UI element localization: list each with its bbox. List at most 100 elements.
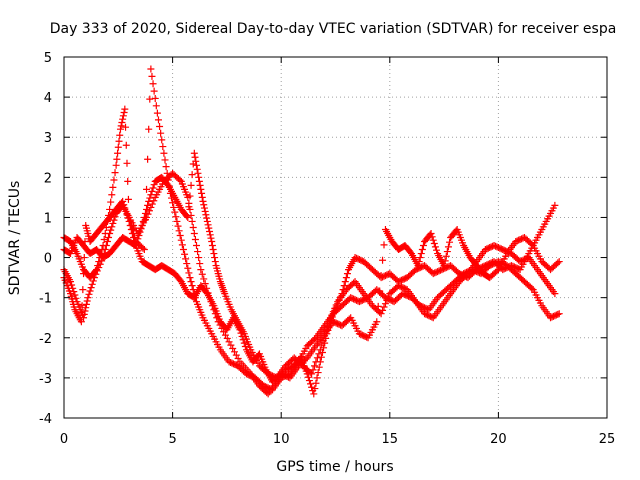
data-point [374,302,382,310]
data-point [427,229,435,237]
data-point [340,282,348,290]
data-point [88,280,96,288]
data-point [441,257,449,265]
data-point [211,254,219,262]
data-point [305,377,313,385]
data-point [81,307,89,315]
data-point [186,192,194,200]
data-point [238,332,246,340]
data-point [140,246,148,254]
data-point [160,149,168,157]
data-point [203,214,211,222]
data-point [551,201,559,209]
data-point [493,267,501,275]
data-point [555,310,563,318]
data-point [315,350,323,358]
data-point [190,149,198,157]
data-point [379,256,387,264]
data-point [208,238,216,246]
data-point [158,136,166,144]
data-point [72,294,80,302]
x-tick-label: 5 [168,432,176,447]
data-point [446,238,454,246]
data-point [83,297,91,305]
data-point [114,149,122,157]
data-point [113,155,121,163]
data-point [204,221,212,229]
data-point [440,262,448,270]
data-point [149,184,157,192]
data-point [111,169,119,177]
data-point [308,370,316,378]
x-tick-label: 0 [60,432,68,447]
data-point [130,234,138,241]
data-point [376,287,384,295]
y-tick-label: 5 [44,51,52,66]
data-point [139,244,147,252]
data-point [141,209,149,217]
data-point [138,221,146,229]
data-point [418,246,426,254]
data-point [105,234,113,241]
data-point [126,221,134,229]
data-point [128,229,136,237]
data-point [145,125,153,133]
data-point [182,255,190,263]
axis-ticks [63,56,608,419]
data-point [314,369,322,377]
y-tick-label: 4 [44,91,52,106]
data-point [121,105,129,113]
data-point [135,231,143,239]
data-point [80,270,88,278]
data-point [328,311,336,319]
data-point [127,225,135,233]
data-point [148,200,156,208]
data-point [192,242,200,250]
data-point [79,286,87,294]
series-track-d [60,197,563,386]
data-point [123,211,131,219]
data-point [315,363,323,371]
data-point [89,277,97,285]
data-point [184,213,192,221]
x-axis-title: GPS time / hours [276,459,393,475]
data-point [109,219,117,227]
data-point [125,217,133,225]
data-point [194,169,202,177]
data-point [169,199,177,207]
data-point [187,278,195,286]
data-point [188,217,196,225]
data-point [384,293,392,301]
data-point [150,181,158,189]
data-point [153,109,161,117]
data-point [207,234,215,242]
data-point [174,222,182,230]
data-point [140,213,148,221]
data-point [428,233,436,241]
data-point [430,240,438,248]
data-point [110,176,118,184]
data-point [332,301,340,309]
data-point [190,229,198,237]
data-point [197,266,205,274]
data-point [198,270,206,278]
data-point [208,242,216,250]
data-point [154,116,162,124]
data-point [183,212,191,220]
y-tick-label: -1 [39,292,52,307]
data-point [341,278,349,286]
data-point [87,284,95,292]
data-point [551,290,559,298]
data-point [380,303,388,311]
data-point [312,379,320,387]
data-point [86,287,94,295]
data-point [197,185,205,193]
data-point [157,129,165,137]
x-tick-label: 15 [382,432,399,447]
data-point [185,269,193,277]
data-point [116,125,124,133]
series-track-c [60,149,559,382]
data-point [123,159,131,167]
data-point [109,183,117,191]
